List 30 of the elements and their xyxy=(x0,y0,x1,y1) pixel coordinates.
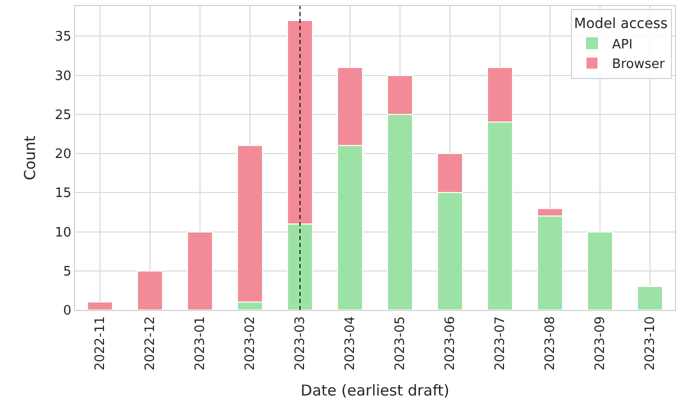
y-tick-label: 10 xyxy=(54,225,72,240)
bar xyxy=(587,231,613,310)
bar xyxy=(187,231,213,310)
x-tick-label: 2023-01 xyxy=(193,316,208,371)
y-tick-label: 5 xyxy=(63,264,72,280)
x-tick-label: 2022-12 xyxy=(143,316,158,371)
legend-title: Model access xyxy=(574,16,668,32)
legend-label: API xyxy=(612,37,633,52)
bar xyxy=(637,286,663,310)
x-tick-label: 2023-10 xyxy=(643,316,658,371)
bar xyxy=(87,302,113,310)
x-tick-label: 2023-03 xyxy=(293,316,308,371)
x-tick-label: 2023-02 xyxy=(243,316,258,371)
x-tick-label: 2023-07 xyxy=(493,316,508,371)
x-tick-label: 2023-04 xyxy=(343,316,358,371)
x-tick-label: 2023-06 xyxy=(443,316,458,371)
y-tick-label: 25 xyxy=(54,108,72,123)
y-tick-label: 30 xyxy=(54,68,72,84)
x-axis-title: Date (earliest draft) xyxy=(300,382,450,400)
y-tick-label: 15 xyxy=(54,186,72,202)
y-tick-label: 20 xyxy=(54,147,72,162)
y-axis-title: Count xyxy=(21,136,40,180)
legend-label: Browser xyxy=(612,57,666,72)
x-tick-label: 2023-08 xyxy=(543,316,558,371)
bar xyxy=(137,270,163,310)
y-tick-label: 35 xyxy=(54,30,72,45)
x-tick-label: 2023-09 xyxy=(593,316,608,371)
y-tick-label: 0 xyxy=(63,304,72,319)
x-tick-label: 2023-05 xyxy=(393,316,408,371)
x-tick-label: 2022-11 xyxy=(93,316,108,371)
